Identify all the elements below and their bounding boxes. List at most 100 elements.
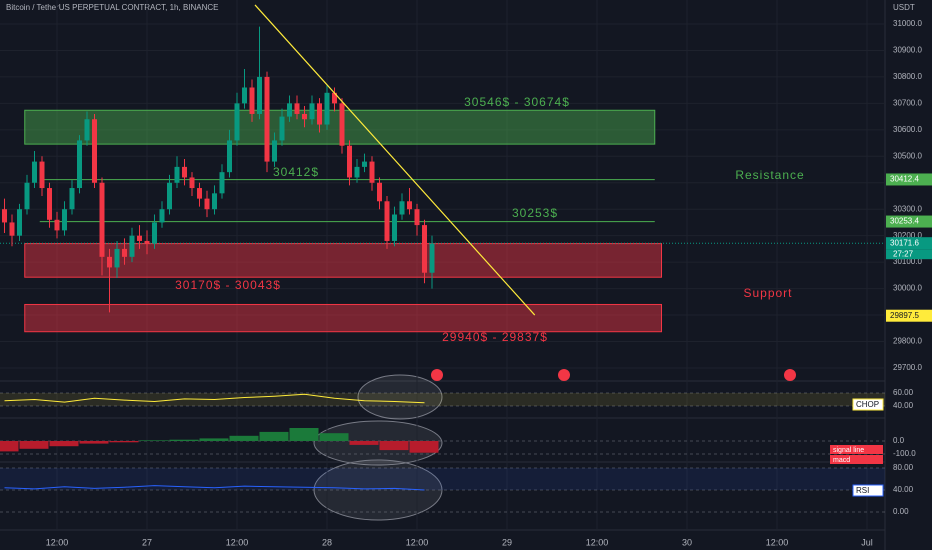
candle-body	[92, 119, 97, 183]
y-tick-label: 30500.0	[893, 151, 922, 160]
candle-body	[9, 222, 15, 236]
chart-title: Bitcoin / TetherUS PERPETUAL CONTRACT, 1…	[6, 3, 219, 12]
y-tick-label: 30700.0	[893, 98, 922, 107]
zone-label: 30170$ - 30043$	[175, 278, 281, 292]
candle-body	[317, 103, 322, 125]
macd-bar	[319, 433, 349, 441]
candle-body	[167, 182, 172, 210]
candle-body	[62, 209, 67, 231]
event-icon[interactable]	[784, 369, 796, 381]
axis-unit: USDT	[893, 3, 915, 12]
candle-body	[392, 214, 397, 241]
annotation: Resistance	[735, 168, 804, 182]
candle-body	[369, 161, 375, 183]
candle-body	[324, 92, 330, 125]
x-tick-label: 29	[502, 537, 512, 547]
candle-body	[32, 161, 37, 183]
candle-body	[377, 182, 382, 202]
y-tick-label: 80.00	[893, 463, 914, 472]
y-tick-label: 30100.0	[893, 257, 922, 266]
candle-body	[257, 76, 262, 114]
indicator-name: CHOP	[856, 400, 879, 409]
candle-body	[279, 116, 285, 141]
candle-body	[122, 248, 127, 257]
candle-body	[69, 188, 75, 210]
candle-body	[137, 235, 142, 241]
y-tick-label: 60.00	[893, 388, 914, 397]
candle-body	[182, 166, 187, 178]
indicator-tag	[830, 445, 883, 454]
indicator-name: macd	[833, 457, 850, 464]
y-tick-label: 31000.0	[893, 19, 922, 28]
candle-body	[414, 209, 420, 226]
candle-body	[129, 235, 135, 257]
y-tick-label: 30000.0	[893, 284, 922, 293]
candle-body	[249, 87, 255, 114]
candle-body	[17, 209, 22, 236]
macd-bar	[259, 431, 289, 441]
candle-body	[354, 166, 360, 178]
candle-body	[77, 140, 82, 189]
indicator-band	[0, 468, 885, 490]
event-icon[interactable]	[431, 369, 443, 381]
y-tick-label: -100.0	[893, 449, 916, 458]
macd-bar	[199, 438, 229, 441]
price-tag	[886, 173, 932, 186]
event-icon[interactable]	[558, 369, 570, 381]
macd-bar	[19, 441, 49, 449]
candle-body	[99, 182, 105, 257]
candle-body	[422, 225, 427, 273]
price-tag-label: 29897.5	[890, 311, 919, 320]
y-tick-label: 40.00	[893, 485, 914, 494]
x-tick-label: 12:00	[766, 537, 789, 547]
candle-body	[264, 76, 270, 162]
candle-body	[219, 172, 225, 194]
candle-body	[242, 87, 247, 104]
candle-body	[399, 201, 405, 215]
candle-body	[227, 140, 232, 173]
candle-body	[1, 209, 7, 223]
x-tick-label: 12:00	[406, 537, 429, 547]
y-tick-label: 0.00	[893, 507, 909, 516]
macd-bar	[139, 440, 169, 441]
candle-body	[212, 193, 217, 210]
candle-body	[189, 177, 195, 189]
x-tick-label: 27	[142, 537, 152, 547]
macd-bar	[289, 428, 319, 441]
trendline	[254, 4, 536, 316]
candle-body	[294, 103, 300, 114]
price-tag	[886, 309, 932, 322]
y-tick-label: 30200.0	[893, 231, 922, 240]
highlight	[357, 374, 443, 420]
price-tag-label: 30253.4	[890, 217, 919, 226]
y-tick-label: 40.00	[893, 401, 914, 410]
macd-bar	[379, 441, 409, 451]
candle-body	[429, 243, 435, 273]
x-tick-label: 30	[682, 537, 692, 547]
annotation: Support	[743, 286, 792, 300]
candle-body	[47, 188, 52, 220]
indicator-tag	[852, 484, 884, 497]
candle-body	[309, 103, 315, 120]
macd-bar	[229, 435, 259, 441]
indicator-tag	[830, 455, 883, 464]
macd-bar	[349, 441, 379, 445]
price-tag	[886, 215, 932, 228]
indicator-name: RSI	[856, 486, 869, 495]
price-tag-label: 30412.4	[890, 175, 919, 184]
candle-body	[84, 119, 90, 141]
candle-body	[144, 240, 150, 244]
indicator-band	[0, 393, 885, 406]
zone	[24, 303, 662, 333]
macd-bar	[409, 441, 439, 453]
countdown: 27:27	[893, 249, 914, 258]
candle-body	[159, 209, 165, 223]
x-tick-label: 12:00	[226, 537, 249, 547]
candle-body	[197, 188, 202, 199]
zone	[24, 243, 662, 278]
candle-body	[362, 161, 367, 167]
indicator-line	[4, 485, 425, 491]
y-tick-label: 30800.0	[893, 72, 922, 81]
candle-body	[54, 219, 60, 231]
